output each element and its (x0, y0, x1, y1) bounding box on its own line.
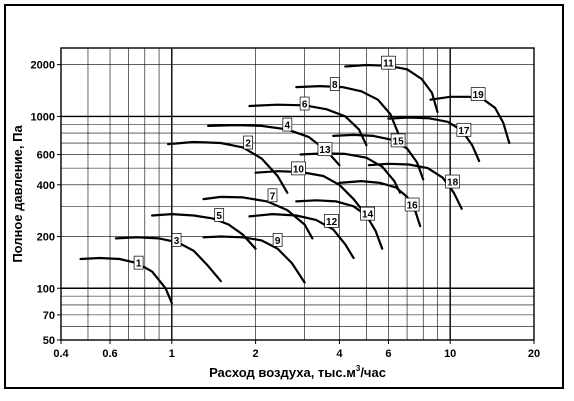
y-tick-label: 2000 (31, 60, 55, 72)
y-tick-label: 50 (43, 335, 55, 347)
curve-label-box-2 (243, 135, 253, 150)
curve-label-9: 9 (275, 236, 281, 247)
curve-label-box-1 (133, 255, 144, 270)
curve-label-box-18 (445, 174, 460, 189)
y-tick-label: 1000 (31, 111, 55, 123)
fan-curve-2 (167, 140, 289, 194)
fan-curve-6 (248, 103, 368, 147)
curve-label-box-3 (171, 233, 182, 247)
x-tick-label: 1 (169, 348, 175, 360)
x-tick-label: 20 (528, 348, 540, 360)
curve-label-1: 1 (136, 259, 142, 270)
x-tick-label: 0.6 (102, 348, 117, 360)
curve-label-16: 16 (407, 201, 419, 212)
curve-label-17: 17 (458, 126, 470, 137)
x-tick-label: 2 (253, 348, 259, 360)
x-axis-title: Расход воздуха, тыс.м3/час (209, 364, 386, 380)
curve-label-box-9 (272, 233, 283, 247)
curve-label-box-4 (282, 117, 293, 132)
curve-label-box-8 (329, 77, 340, 92)
fan-curve-8 (295, 85, 400, 135)
curve-label-3: 3 (174, 236, 180, 247)
curve-label-6: 6 (302, 100, 308, 111)
curve-label-box-11 (381, 55, 396, 70)
curve-label-11: 11 (383, 59, 394, 70)
curve-label-box-7 (267, 188, 278, 203)
curve-label-10: 10 (293, 164, 305, 175)
curve-label-19: 19 (473, 90, 485, 101)
curve-label-box-16 (404, 197, 420, 212)
curve-label-7: 7 (270, 191, 276, 202)
fan-curve-17 (387, 116, 481, 163)
x-tick-label: 4 (336, 348, 343, 360)
curve-label-box-5 (214, 208, 225, 222)
y-tick-label: 100 (37, 283, 55, 295)
fan-curve-18 (367, 162, 463, 210)
curve-label-14: 14 (362, 210, 374, 221)
curve-label-5: 5 (216, 211, 222, 222)
curve-label-2: 2 (245, 139, 251, 150)
curve-label-4: 4 (285, 121, 291, 132)
curve-label-12: 12 (326, 217, 338, 228)
y-tick-label: 400 (37, 180, 55, 192)
y-tick-label: 200 (37, 232, 55, 244)
y-tick-label: 70 (43, 310, 55, 322)
y-axis-title: Полное давление, Па (10, 125, 25, 263)
plot-border (60, 47, 535, 341)
fan-curve-16 (338, 180, 422, 228)
curve-label-box-17 (456, 122, 472, 137)
curve-label-box-19 (470, 87, 486, 101)
y-tick-label: 600 (37, 150, 55, 162)
fan-curve-10 (254, 170, 368, 217)
fan-curve-7 (202, 195, 314, 240)
curve-label-13: 13 (319, 145, 331, 156)
curve-label-15: 15 (393, 136, 405, 147)
fan-curve-9 (202, 235, 306, 284)
curve-label-box-6 (299, 96, 310, 111)
x-tick-label: 10 (444, 348, 456, 360)
fan-curve-12 (248, 213, 355, 260)
curve-label-box-13 (317, 142, 333, 157)
curve-label-box-14 (360, 206, 375, 221)
curve-label-8: 8 (332, 80, 338, 91)
fan-curve-14 (295, 199, 384, 250)
curve-label-box-10 (291, 161, 306, 176)
curve-label-18: 18 (447, 178, 459, 189)
x-tick-label: 6 (385, 348, 391, 360)
x-tick-label: 0.4 (53, 348, 69, 360)
fan-curve-11 (344, 63, 439, 114)
curve-label-box-12 (324, 214, 339, 228)
fan-curve-5 (151, 213, 257, 250)
